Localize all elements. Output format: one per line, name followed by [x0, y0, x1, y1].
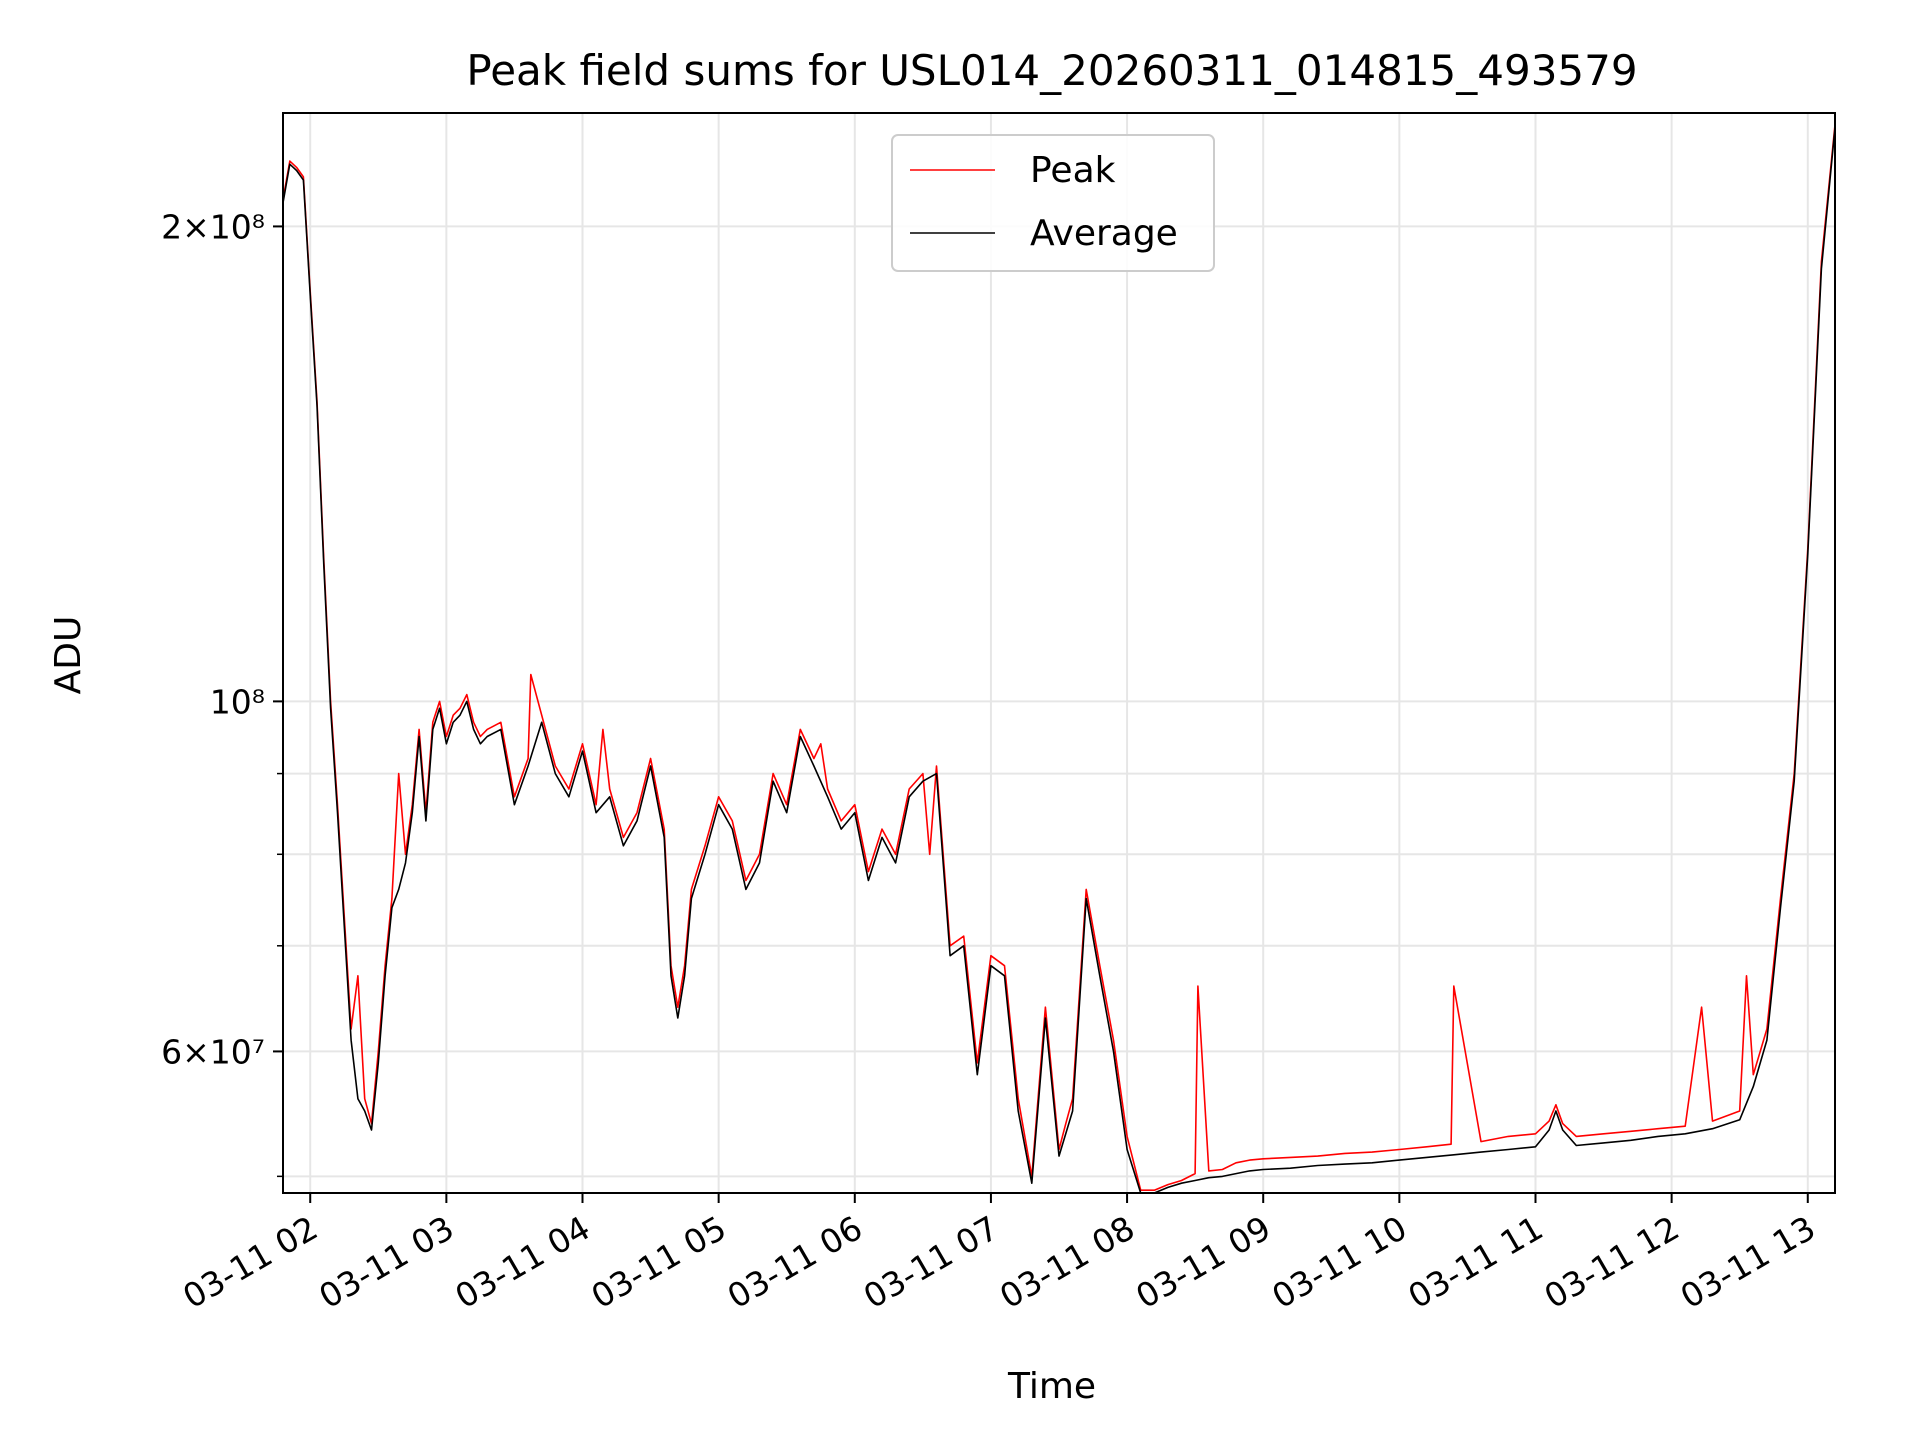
legend-label-average: Average — [1030, 213, 1178, 254]
y-tick-label: 2×10⁸ — [161, 207, 265, 246]
chart-title: Peak field sums for USL014_20260311_0148… — [466, 46, 1637, 95]
y-tick-label: 6×10⁷ — [161, 1032, 265, 1071]
series-layer — [282, 124, 1836, 1194]
y-axis-title: ADU — [48, 616, 89, 695]
legend-label-peak: Peak — [1030, 150, 1116, 191]
x-axis-title: Time — [1007, 1366, 1096, 1407]
y-axis: 2×10⁸ 10⁸ 6×10⁷ — [161, 207, 283, 1178]
plot-frame — [282, 112, 1836, 1194]
legend-box — [891, 134, 1215, 272]
y-tick-label: 10⁸ — [210, 682, 265, 721]
series-line-average — [282, 127, 1836, 1194]
grid — [283, 113, 1835, 1193]
legend: Peak Average — [891, 134, 1215, 272]
